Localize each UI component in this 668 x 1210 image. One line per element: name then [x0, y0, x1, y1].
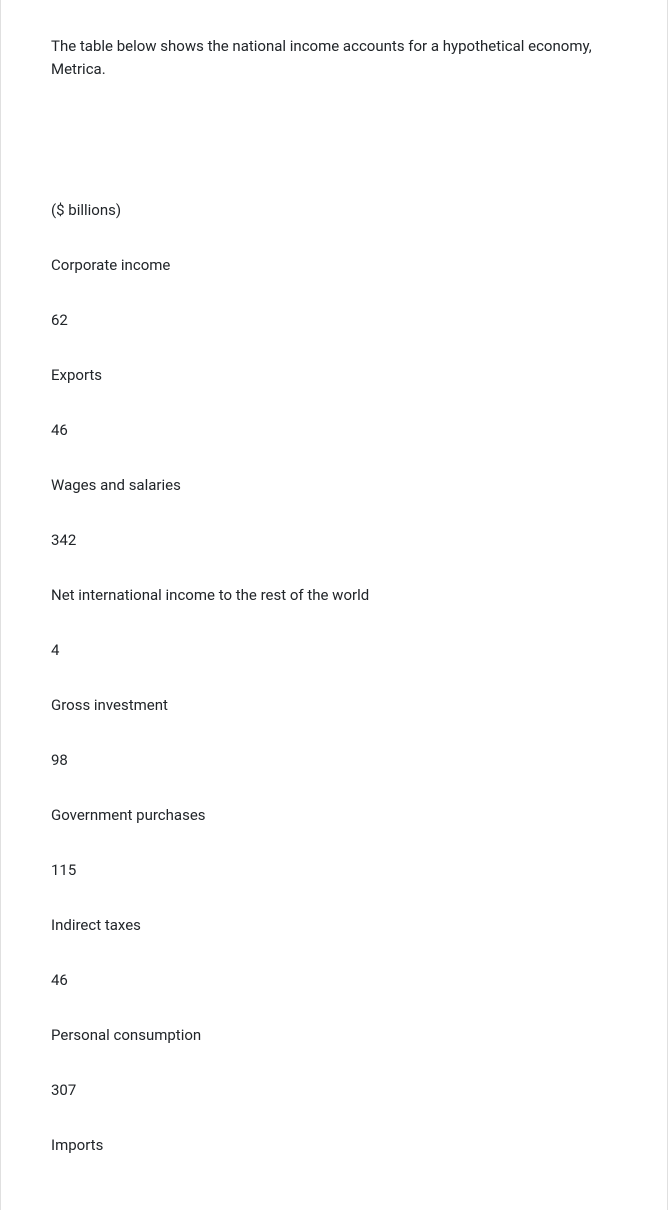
row-label: Imports — [51, 1135, 617, 1156]
row-label: Gross investment — [51, 695, 617, 716]
row-value: 4 — [51, 640, 617, 661]
row-label: Net international income to the rest of … — [51, 585, 617, 606]
row-label: Wages and salaries — [51, 475, 617, 496]
row-label: Exports — [51, 365, 617, 386]
row-value: 98 — [51, 750, 617, 771]
row-label: Government purchases — [51, 805, 617, 826]
row-value: 62 — [51, 310, 617, 331]
row-value: 115 — [51, 860, 617, 881]
row-value: 46 — [51, 420, 617, 441]
row-label: Personal consumption — [51, 1025, 617, 1046]
row-value: 342 — [51, 530, 617, 551]
row-value: 307 — [51, 1080, 617, 1101]
row-label: Indirect taxes — [51, 915, 617, 936]
intro-paragraph: The table below shows the national incom… — [51, 35, 617, 80]
row-label: Corporate income — [51, 255, 617, 276]
row-value: 46 — [51, 970, 617, 991]
units-header: ($ billions) — [51, 200, 617, 221]
